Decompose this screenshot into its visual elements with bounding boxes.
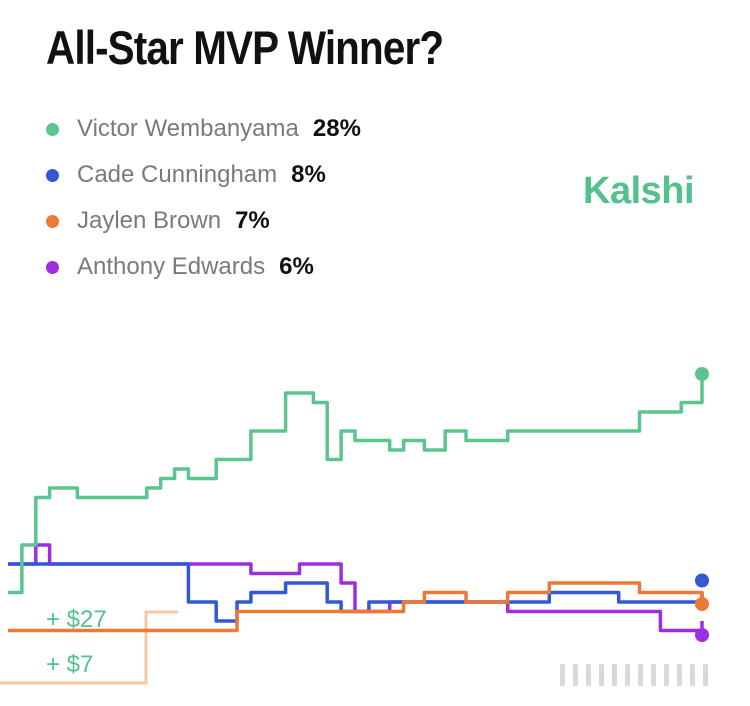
legend-pct: 28%: [312, 115, 361, 142]
end-marker-cade-cunningham: [695, 573, 709, 588]
legend-name: Anthony Edwards: [77, 253, 266, 280]
series-line-anthony-edwards: [8, 543, 704, 633]
legend-item-wembanyama: Victor Wembanyama 28%: [46, 106, 361, 152]
legend-pct: 7%: [235, 207, 270, 234]
legend-dot-icon: [46, 214, 59, 228]
legend-dot-icon: [46, 260, 59, 274]
end-marker-victor-wembanyama: [695, 367, 709, 381]
legend-item-brown: Jaylen Brown 7%: [46, 198, 361, 244]
legend-name: Jaylen Brown: [77, 207, 222, 234]
chart-title: All-Star MVP Winner?: [46, 21, 444, 74]
legend-dot-icon: [46, 122, 59, 136]
end-marker-jaylen-brown: [695, 597, 709, 611]
gain-label: + $27: [46, 606, 107, 633]
kalshi-logo: Kalshi: [583, 170, 695, 212]
series-line-cade-cunningham: [8, 562, 704, 623]
legend-name: Victor Wembanyama: [77, 115, 299, 142]
legend-item-edwards: Anthony Edwards 6%: [46, 244, 361, 290]
gain-label: + $7: [46, 651, 94, 678]
legend-pct: 6%: [279, 253, 314, 280]
legend-pct: 8%: [291, 161, 326, 188]
payout-bracket: [0, 610, 178, 685]
legend: Victor Wembanyama 28% Cade Cunningham 8%…: [46, 106, 361, 290]
legend-item-cunningham: Cade Cunningham 8%: [46, 152, 361, 198]
watermark-icon: [560, 664, 708, 686]
series-line-jaylen-brown: [8, 581, 704, 633]
legend-dot-icon: [46, 168, 59, 182]
end-marker-anthony-edwards: [695, 628, 709, 642]
series-line-victor-wembanyama: [8, 374, 704, 595]
legend-name: Cade Cunningham: [77, 161, 278, 188]
